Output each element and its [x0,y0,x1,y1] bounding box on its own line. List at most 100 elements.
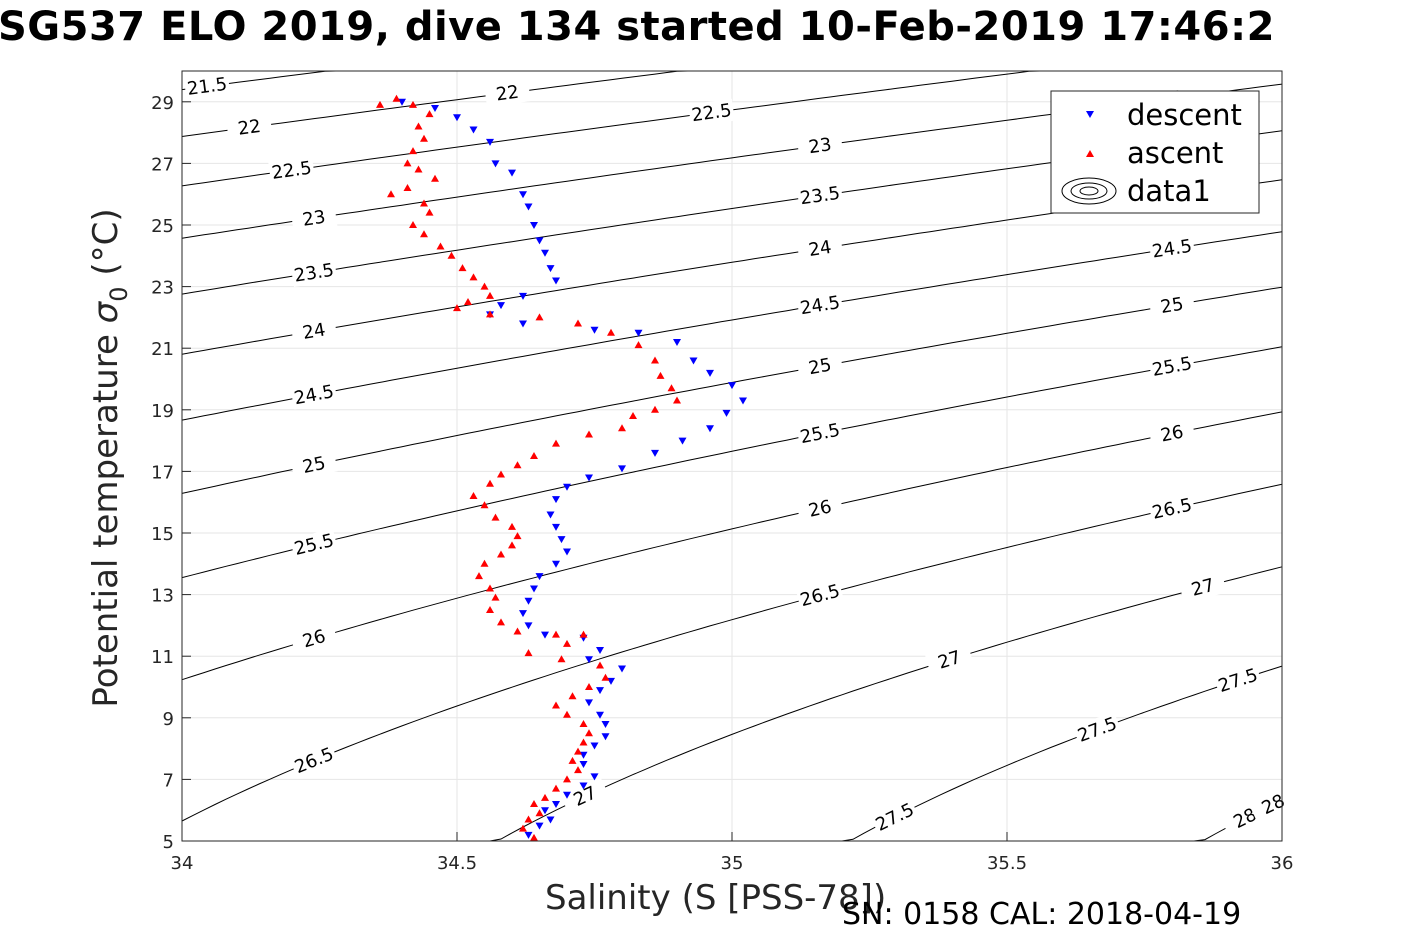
isopycnal-label-24-1: 24 [796,234,844,263]
data-markers [376,94,747,841]
isopycnal-label-27-1: 27 [925,642,974,677]
y-tick-label-7: 19 [151,401,174,422]
isopycnal-line-27.5 [841,665,1283,842]
ascent-point-73 [563,775,571,783]
ascent-point-7 [403,159,412,167]
ascent-point-22 [464,298,472,305]
isopycnal-26: 26 26 26 [181,411,1283,681]
x-tick-label-3: 35.5 [987,853,1027,874]
y-tick-label-4: 13 [151,586,174,607]
descent-point-59 [563,791,571,799]
ascent-point-16 [436,242,445,250]
descent-point-17 [519,320,527,328]
descent-point-4 [486,138,494,146]
ascent-point-52 [491,593,500,601]
descent-point-53 [601,733,610,741]
isopycnal-label-22-1: 22 [484,79,531,107]
descent-point-40 [524,597,533,605]
isopycnal-line-24.5 [181,231,1283,421]
descent-point-48 [607,677,615,685]
ascent-point-21 [486,291,494,299]
descent-point-27 [678,437,687,445]
descent-point-24 [739,397,747,405]
legend-ascent-label: ascent [1127,136,1223,170]
y-tick-label-3: 11 [151,647,174,668]
calibration-footer: SN: 0158 CAL: 2018-04-19 [842,897,1242,932]
legend-contour-icon [1061,177,1117,205]
isopycnal-label-21.5-0: 21.5 [183,72,231,101]
y-label-main: Potential temperature [86,323,126,707]
isopycnal-label-26-1: 26 [796,492,844,525]
ascent-point-31 [667,384,676,392]
descent-point-46 [585,656,593,664]
descent-point-56 [579,761,588,768]
ascent-point-72 [574,766,582,774]
isopycnal-label-25-0: 25 [290,449,338,481]
ascent-point-58 [563,639,571,647]
ascent-point-14 [409,221,417,228]
ascent-point-57 [579,630,588,638]
y-tick-label-11: 27 [151,154,174,175]
descent-point-62 [546,816,555,824]
x-tick-label-2: 35 [721,853,744,874]
descent-point-33 [546,511,555,519]
ascent-point-0 [376,100,384,108]
descent-point-25 [722,409,731,417]
descent-point-0 [398,98,406,106]
descent-point-8 [524,203,533,211]
ascent-point-78 [524,815,533,823]
ascent-point-20 [480,282,489,290]
descent-point-38 [535,573,544,581]
descent-point-2 [453,114,461,122]
ascent-point-46 [513,532,522,540]
y-tick-label-1: 7 [163,770,174,791]
isopycnal-label-25-2: 25 [1148,290,1196,320]
ascent-point-76 [530,800,538,808]
ascent-point-45 [508,522,516,530]
isopycnal-label-text-21.5-0: 21.5 [186,74,228,100]
ascent-point-44 [491,513,500,521]
ascent-point-66 [563,710,571,718]
ascent-point-24 [486,310,494,318]
ascent-point-23 [453,304,461,312]
axis-ticks: 34 34.5 35 35.5 36 5 7 9 11 13 15 17 19 21 23 25 27 29 [151,93,1293,874]
y-axis-label: Potential temperature σ0 (°C) [86,208,133,707]
isopycnal-label-text-23-0: 23 [301,207,327,231]
isopycnal-label-text-26-2: 26 [1159,421,1186,446]
descent-point-32 [552,496,560,504]
ascent-point-70 [574,747,582,755]
isopycnal-label-text-22-1: 22 [495,82,520,106]
isopycnal-label-22-0: 22 [226,113,273,142]
ascent-point-64 [568,692,577,700]
ascent-point-53 [486,606,494,613]
isopycnal-line-27 [489,566,1283,842]
legend-ascent-marker [1086,150,1094,157]
isopycnal-label-text-25-1: 25 [807,355,833,380]
ascent-point-10 [403,184,412,192]
ascent-point-29 [651,356,659,364]
descent-point-34 [552,523,560,531]
descent-point-41 [519,610,527,618]
legend-ascent-triangle [1086,150,1094,157]
descent-point-7 [519,191,527,199]
ascent-point-43 [480,501,489,509]
descent-point-18 [590,326,599,334]
descent-point-26 [706,425,714,433]
y-tick-label-10: 25 [151,216,174,237]
isopycnal-label-text-23-1: 23 [807,134,833,158]
ascent-point-38 [530,452,538,459]
isopycnal-line-22 [181,70,743,137]
descent-point-49 [596,687,604,695]
descent-point-54 [590,742,599,750]
ascent-point-28 [634,341,643,349]
ascent-point-68 [585,729,593,737]
descent-point-20 [673,339,681,347]
descent-point-51 [596,711,604,719]
descent-point-31 [563,483,571,491]
descent-point-1 [431,104,439,112]
isopycnal-label-text-22-0: 22 [237,116,263,140]
x-tick-label-4: 36 [1271,853,1294,874]
y-tick-label-5: 15 [151,524,174,545]
ascent-point-3 [425,110,434,118]
descent-point-12 [546,265,555,273]
